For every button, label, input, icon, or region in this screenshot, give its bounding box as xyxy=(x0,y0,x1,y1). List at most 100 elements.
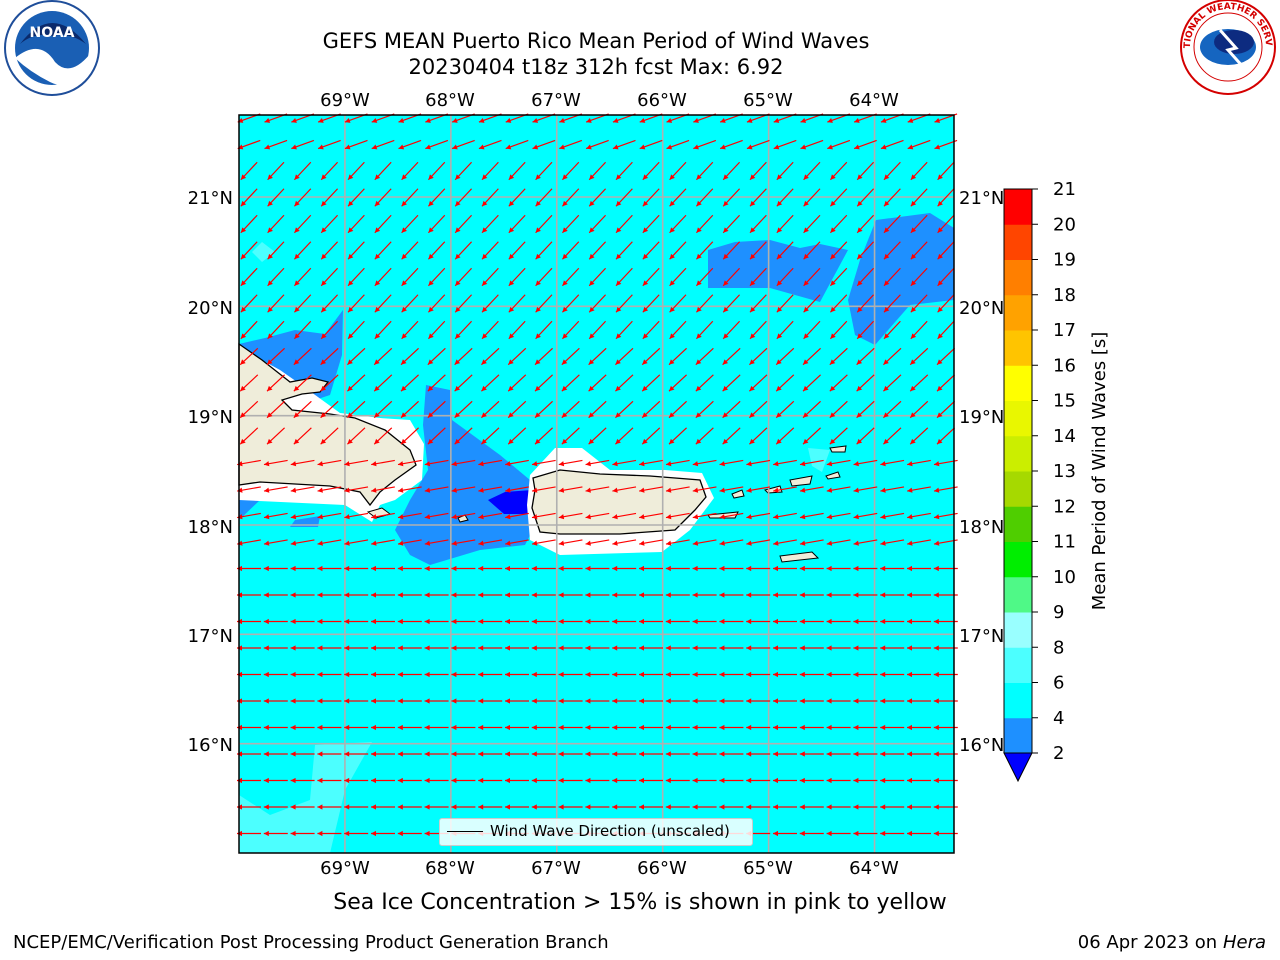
colorbar-segment xyxy=(1004,400,1032,437)
wind-arrow xyxy=(880,777,905,784)
wind-arrow xyxy=(400,427,419,445)
wind-arrow xyxy=(561,427,580,445)
colorbar-tick-label: 4 xyxy=(1053,708,1064,729)
wind-arrow xyxy=(799,512,824,520)
wind-arrow xyxy=(424,724,449,731)
wind-arrow xyxy=(853,539,878,546)
wind-arrow xyxy=(746,671,771,678)
wind-arrow xyxy=(615,347,634,366)
wind-arrow xyxy=(317,804,342,810)
wind-arrow xyxy=(320,161,339,181)
wind-arrow xyxy=(910,161,928,181)
wind-arrow xyxy=(478,539,503,546)
wind-arrow xyxy=(639,804,663,810)
wind-arrow xyxy=(695,400,714,419)
wind-arrow xyxy=(427,374,446,392)
wind-arrow xyxy=(293,374,312,392)
wind-arrow xyxy=(373,347,393,366)
wind-arrow xyxy=(344,592,369,598)
wind-arrow xyxy=(531,618,556,625)
noaa-logo: NOAA xyxy=(4,0,100,96)
wind-arrow xyxy=(481,320,499,340)
wind-arrow xyxy=(880,592,905,598)
wind-arrow xyxy=(639,539,663,546)
wind-arrow xyxy=(293,241,312,260)
wind-arrow xyxy=(746,698,771,704)
wind-arrow xyxy=(829,347,848,366)
wind-arrow xyxy=(829,241,848,260)
wind-arrow xyxy=(397,645,422,651)
wind-arrow xyxy=(263,671,288,678)
wind-arrow xyxy=(588,347,607,366)
wind-arrow xyxy=(642,161,660,181)
wind-arrow xyxy=(451,804,476,810)
wind-arrow xyxy=(397,777,422,784)
wind-arrow xyxy=(344,139,368,150)
wind-arrow xyxy=(693,139,717,150)
wind-arrow xyxy=(531,592,556,598)
wind-arrow xyxy=(585,592,610,598)
wind-arrow xyxy=(317,671,342,678)
wind-arrow xyxy=(371,139,395,150)
wind-arrow xyxy=(695,188,714,207)
wind-arrow xyxy=(856,161,875,181)
wind-arrow xyxy=(826,671,851,678)
wind-arrow xyxy=(719,804,744,810)
wind-arrow xyxy=(508,241,526,260)
wind-arrow xyxy=(910,294,928,313)
wind-arrow xyxy=(481,188,499,207)
wind-arrow xyxy=(749,374,768,392)
wind-arrow xyxy=(397,539,422,546)
wind-arrow xyxy=(397,512,422,520)
wind-arrow xyxy=(561,188,580,207)
wind-arrow xyxy=(588,374,607,392)
wind-arrow xyxy=(799,804,824,810)
wind-arrow xyxy=(451,512,476,520)
wind-arrow xyxy=(427,214,446,234)
wind-arrow xyxy=(799,777,824,784)
wind-arrow xyxy=(320,294,339,313)
wind-arrow xyxy=(722,241,741,260)
wind-arrow xyxy=(267,214,285,234)
wind-arrow xyxy=(776,161,794,181)
wind-arrow xyxy=(371,592,395,598)
wind-arrow xyxy=(669,241,687,260)
wind-arrow xyxy=(320,241,339,260)
wind-arrow xyxy=(799,698,824,704)
wind-arrow xyxy=(799,565,824,572)
wind-arrow xyxy=(397,459,422,467)
wind-arrow xyxy=(853,777,878,784)
wind-arrow xyxy=(290,777,315,784)
wind-arrow xyxy=(695,294,714,313)
wind-arrow xyxy=(775,347,795,366)
wind-arrow xyxy=(424,486,449,493)
wind-arrow xyxy=(240,320,258,340)
wind-arrow xyxy=(558,618,583,625)
wind-arrow xyxy=(371,830,395,837)
wind-arrow xyxy=(267,188,285,207)
wind-arrow xyxy=(371,512,395,520)
colorbar-extend-triangle xyxy=(1003,752,1033,783)
wind-arrow xyxy=(880,724,905,731)
wind-arrow xyxy=(534,400,553,419)
wind-arrow xyxy=(749,400,768,419)
wind-arrow xyxy=(665,618,690,625)
wind-arrow xyxy=(722,320,741,340)
wind-arrow xyxy=(692,751,717,757)
wind-arrow xyxy=(639,512,663,520)
wind-arrow xyxy=(293,188,312,207)
wind-arrow xyxy=(907,139,931,150)
wind-arrow xyxy=(722,188,741,207)
wind-arrow xyxy=(937,214,955,234)
wind-arrow xyxy=(719,698,744,704)
wind-arrow xyxy=(371,724,395,731)
wind-arrow xyxy=(317,645,342,651)
wind-arrow xyxy=(427,320,446,340)
graticule xyxy=(239,115,954,853)
wind-arrow xyxy=(481,214,499,234)
wind-arrow xyxy=(397,698,422,704)
wind-arrow xyxy=(505,645,529,651)
wind-arrow xyxy=(267,161,285,181)
wind-arrow xyxy=(853,645,878,651)
wind-arrow xyxy=(371,777,395,784)
